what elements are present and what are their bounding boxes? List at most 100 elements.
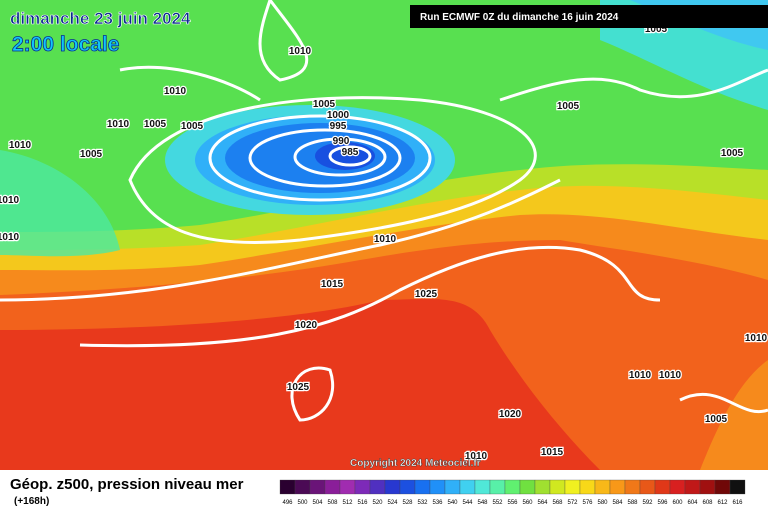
legend-value: 576	[582, 500, 593, 506]
isobar-label: 1010	[745, 333, 768, 344]
legend-value: 532	[417, 500, 428, 506]
legend-swatch	[639, 479, 656, 495]
isobar-label: 1005	[80, 149, 103, 160]
legend-swatch	[714, 479, 731, 495]
isobar-label: 1010	[0, 195, 20, 206]
legend-swatch	[669, 479, 686, 495]
isobar-label: 1005	[705, 414, 728, 425]
isobar-label: 1005	[721, 148, 744, 159]
legend-swatch	[444, 479, 461, 495]
legend-swatch	[504, 479, 521, 495]
legend-value: 496	[282, 500, 293, 506]
legend-swatch	[684, 479, 701, 495]
legend-value: 608	[702, 500, 713, 506]
legend-swatch	[429, 479, 446, 495]
legend-value: 588	[627, 500, 638, 506]
run-box	[410, 5, 768, 28]
isobar-label: 985	[342, 147, 359, 158]
legend-swatch	[519, 479, 536, 495]
isobar-label: 1010	[107, 119, 130, 130]
legend-swatch	[654, 479, 671, 495]
map-date: dimanche 23 juin 2024	[10, 9, 191, 28]
legend-swatch	[534, 479, 551, 495]
legend-value: 516	[357, 500, 368, 506]
run-info: Run ECMWF 0Z du dimanche 16 juin 2024	[420, 12, 619, 23]
legend-value: 548	[477, 500, 488, 506]
legend-swatch	[384, 479, 401, 495]
legend-swatch	[699, 479, 716, 495]
legend-value: 536	[432, 500, 443, 506]
legend-value: 568	[552, 500, 563, 506]
labels: 1010 1010 1010 1005 1005 1010 1005 1010 1010 1005…	[0, 23, 768, 464]
legend-swatch	[399, 479, 416, 495]
isobar-label: 1010	[374, 234, 397, 245]
isobar-label: 1025	[287, 382, 310, 393]
legend-value: 572	[567, 500, 578, 506]
isobar-label: 1010	[659, 370, 682, 381]
legend-value: 616	[732, 500, 743, 506]
legend-value: 528	[402, 500, 413, 506]
legend-value: 564	[537, 500, 548, 506]
isobar-label: 1010	[9, 140, 32, 151]
legend-value: 556	[507, 500, 518, 506]
legend-value: 504	[312, 500, 323, 506]
legend-value: 580	[597, 500, 608, 506]
isobar-label: 995	[330, 121, 347, 132]
legend-swatch	[489, 479, 506, 495]
legend-value: 596	[657, 500, 668, 506]
legend-value: 508	[327, 500, 338, 506]
legend-value: 524	[387, 500, 398, 506]
legend-swatch	[324, 479, 341, 495]
isobar-label: 990	[333, 136, 350, 147]
legend-value: 512	[342, 500, 353, 506]
legend-swatch	[609, 479, 626, 495]
isobar-label: 1020	[499, 409, 522, 420]
legend-value: 552	[492, 500, 503, 506]
legend-swatch	[414, 479, 431, 495]
legend-swatch	[279, 479, 296, 495]
isobar-label: 1025	[415, 289, 438, 300]
map-time: 2:00 locale	[12, 33, 119, 56]
isobar-label: 1005	[144, 119, 167, 130]
legend-swatch	[594, 479, 611, 495]
isobar-label: 1000	[327, 110, 350, 121]
legend-value: 584	[612, 500, 623, 506]
legend-value: 560	[522, 500, 533, 506]
legend-subtitle: (+168h)	[14, 496, 49, 507]
legend-value: 500	[297, 500, 308, 506]
legend-value: 520	[372, 500, 383, 506]
legend-value: 544	[462, 500, 473, 506]
isobar-label: 1010	[0, 232, 20, 243]
legend-swatch	[309, 479, 326, 495]
isobar-label: 1005	[313, 99, 336, 110]
isobar-label: 1005	[557, 101, 580, 112]
legend-title: Géop. z500, pression niveau mer	[10, 476, 244, 493]
legend-swatch	[339, 479, 356, 495]
legend-value: 600	[672, 500, 683, 506]
legend-swatch	[729, 479, 746, 495]
legend-swatch	[549, 479, 566, 495]
legend-swatch	[459, 479, 476, 495]
isobar-label: 1015	[321, 279, 344, 290]
isobar-label: 1005	[181, 121, 204, 132]
isobar-label: 1010	[629, 370, 652, 381]
legend-swatch	[564, 479, 581, 495]
legend-value: 540	[447, 500, 458, 506]
isobar-label: 1010	[164, 86, 187, 97]
legend-swatch	[624, 479, 641, 495]
legend-swatch	[579, 479, 596, 495]
isobar-label: 1015	[541, 447, 564, 458]
isobar-label: 1020	[295, 320, 318, 331]
legend-value: 604	[687, 500, 698, 506]
isobar-label: 1010	[465, 451, 488, 462]
legend-value: 612	[717, 500, 728, 506]
legend-swatch	[354, 479, 371, 495]
legend-value: 592	[642, 500, 653, 506]
isobars	[0, 0, 768, 422]
copyright: Copyright 2024 Meteociel.fr	[350, 458, 481, 469]
legend-swatch	[369, 479, 386, 495]
legend-swatch	[474, 479, 491, 495]
legend-swatch	[294, 479, 311, 495]
isobar-label: 1010	[289, 46, 312, 57]
